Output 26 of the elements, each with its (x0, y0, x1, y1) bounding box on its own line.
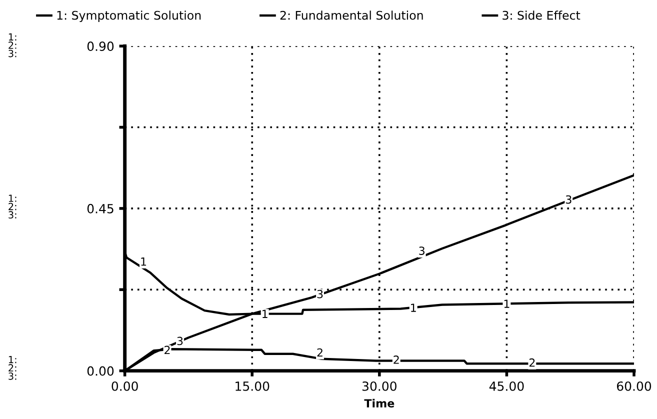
text: 1: 2: 3: (8, 194, 16, 219)
x-tick-label: 0.00 (112, 381, 138, 391)
annotation: 2 (164, 346, 170, 354)
legend-label: 1: Symptomatic Solution (57, 10, 201, 22)
y-tick-label: 0.45 (87, 204, 114, 214)
annotation: 1 (141, 258, 146, 266)
y-tick-label: 0.90 (87, 42, 114, 52)
x-tick-label: 15.00 (236, 381, 270, 391)
annotation: 3 (419, 246, 424, 255)
text: 1: 2: 3: (8, 33, 16, 58)
annotation: 1 (411, 304, 416, 312)
annotation: 2 (317, 348, 322, 357)
x-axis-title: Time (364, 398, 394, 408)
text: 1: 2: 3: (8, 356, 16, 380)
annotation: 1 (262, 310, 268, 318)
y-tick-label: 0.00 (87, 366, 114, 376)
x-tick-label: 45.00 (489, 381, 524, 391)
annotation: 3 (177, 336, 183, 346)
x-tick-label: 30.00 (362, 381, 396, 391)
x-tick-label: 60.00 (616, 381, 652, 391)
annotation: 2 (529, 358, 535, 367)
annotation: 2 (394, 356, 399, 364)
annotation: 1 (504, 300, 510, 308)
annotation: 3 (317, 290, 323, 298)
legend-label: 3: Side Effect (502, 10, 580, 20)
legend-label: 2: Fundamental Solution (280, 10, 423, 20)
